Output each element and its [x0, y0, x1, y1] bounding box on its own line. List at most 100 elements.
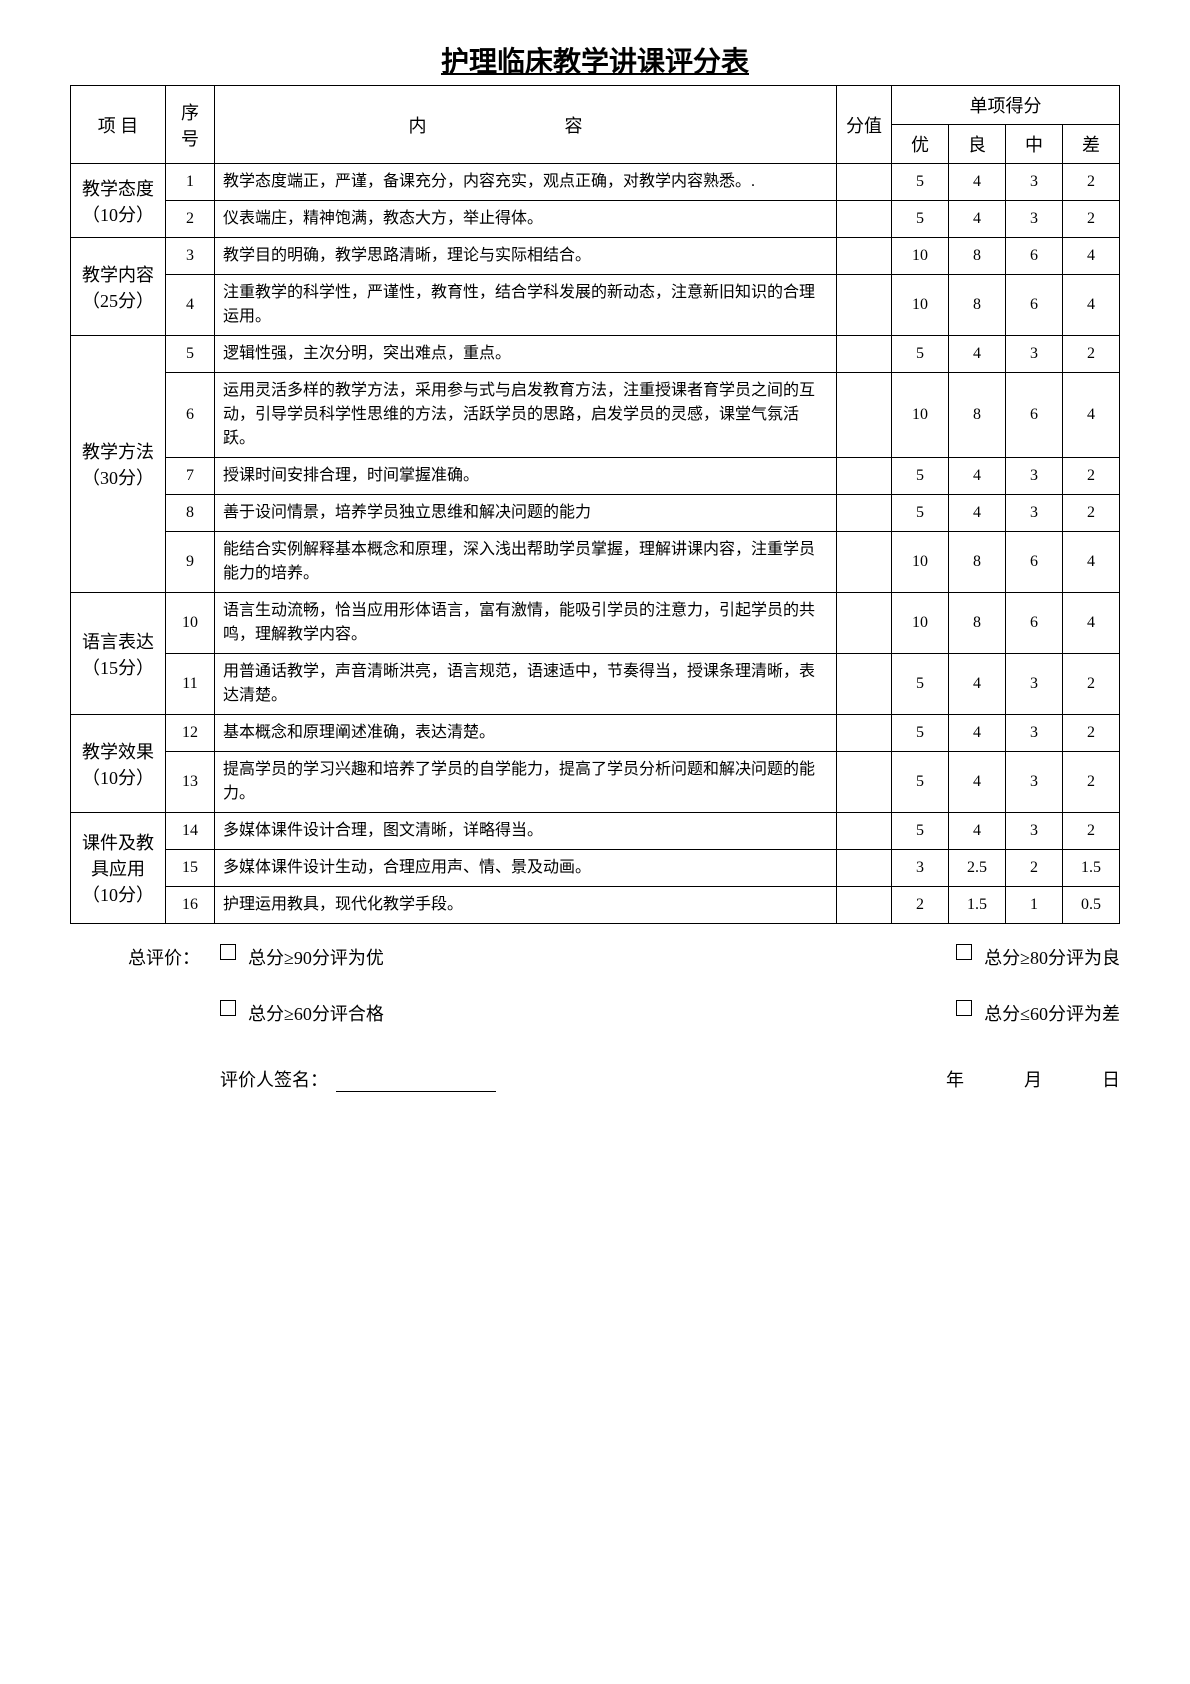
- desc-cell: 多媒体课件设计生动，合理应用声、情、景及动画。: [215, 850, 837, 887]
- sub-score[interactable]: 4: [949, 336, 1006, 373]
- sub-score[interactable]: 4: [1063, 593, 1120, 654]
- sub-score[interactable]: 3: [1006, 201, 1063, 238]
- sub-score[interactable]: 8: [949, 238, 1006, 275]
- sub-score[interactable]: 3: [892, 850, 949, 887]
- sub-score[interactable]: 3: [1006, 654, 1063, 715]
- sub-score[interactable]: 6: [1006, 275, 1063, 336]
- sub-score[interactable]: 10: [892, 275, 949, 336]
- sub-score[interactable]: 2: [1063, 336, 1120, 373]
- sub-score[interactable]: 1.5: [1063, 850, 1120, 887]
- sub-score[interactable]: 2: [1063, 715, 1120, 752]
- table-row: 11 用普通话教学，声音清晰洪亮，语言规范，语速适中，节奏得当，授课条理清晰，表…: [71, 654, 1120, 715]
- sub-score[interactable]: 4: [949, 164, 1006, 201]
- table-row: 16 护理运用教具，现代化教学手段。 2 1.5 1 0.5: [71, 887, 1120, 924]
- checkbox-icon[interactable]: [220, 944, 236, 960]
- sub-score[interactable]: 5: [892, 495, 949, 532]
- sub-score[interactable]: 4: [949, 813, 1006, 850]
- sub-score[interactable]: 3: [1006, 752, 1063, 813]
- sub-score[interactable]: 4: [1063, 373, 1120, 458]
- sub-score[interactable]: 2: [1063, 458, 1120, 495]
- score-cell: [837, 336, 892, 373]
- signature-line[interactable]: [336, 1066, 496, 1092]
- sub-score[interactable]: 2: [1063, 813, 1120, 850]
- sub-score[interactable]: 4: [949, 495, 1006, 532]
- sub-score[interactable]: 3: [1006, 164, 1063, 201]
- sub-score[interactable]: 0.5: [1063, 887, 1120, 924]
- score-cell: [837, 373, 892, 458]
- table-row: 13 提高学员的学习兴趣和培养了学员的自学能力，提高了学员分析问题和解决问题的能…: [71, 752, 1120, 813]
- sub-score[interactable]: 6: [1006, 593, 1063, 654]
- sub-score[interactable]: 5: [892, 336, 949, 373]
- table-row: 9 能结合实例解释基本概念和原理，深入浅出帮助学员掌握，理解讲课内容，注重学员能…: [71, 532, 1120, 593]
- sub-score[interactable]: 10: [892, 238, 949, 275]
- sub-score[interactable]: 4: [1063, 238, 1120, 275]
- sub-score[interactable]: 10: [892, 532, 949, 593]
- score-cell: [837, 654, 892, 715]
- table-row: 8 善于设问情景，培养学员独立思维和解决问题的能力 5 4 3 2: [71, 495, 1120, 532]
- col-category: 项 目: [71, 86, 166, 164]
- page-title: 护理临床教学讲课评分表: [70, 40, 1120, 80]
- sub-score[interactable]: 4: [1063, 275, 1120, 336]
- cat-cell: 教学效果（10分）: [71, 715, 166, 813]
- checkbox-icon[interactable]: [956, 944, 972, 960]
- sub-score[interactable]: 4: [949, 752, 1006, 813]
- seq-cell: 6: [166, 373, 215, 458]
- sub-score[interactable]: 1: [1006, 887, 1063, 924]
- sub-score[interactable]: 5: [892, 813, 949, 850]
- sub-score[interactable]: 10: [892, 593, 949, 654]
- table-row: 课件及教具应用（10分） 14 多媒体课件设计合理，图文清晰，详略得当。 5 4…: [71, 813, 1120, 850]
- sub-score[interactable]: 8: [949, 532, 1006, 593]
- table-row: 教学内容（25分） 3 教学目的明确，教学思路清晰，理论与实际相结合。 10 8…: [71, 238, 1120, 275]
- desc-cell: 能结合实例解释基本概念和原理，深入浅出帮助学员掌握，理解讲课内容，注重学员能力的…: [215, 532, 837, 593]
- sub-score[interactable]: 4: [949, 715, 1006, 752]
- sub-score[interactable]: 5: [892, 752, 949, 813]
- checkbox-icon[interactable]: [956, 1000, 972, 1016]
- sub-score[interactable]: 8: [949, 275, 1006, 336]
- sub-score[interactable]: 3: [1006, 336, 1063, 373]
- checkbox-icon[interactable]: [220, 1000, 236, 1016]
- sub-score[interactable]: 8: [949, 593, 1006, 654]
- seq-cell: 16: [166, 887, 215, 924]
- sub-score[interactable]: 10: [892, 373, 949, 458]
- sub-score[interactable]: 8: [949, 373, 1006, 458]
- desc-cell: 教学态度端正，严谨，备课充分，内容充实，观点正确，对教学内容熟悉。.: [215, 164, 837, 201]
- desc-cell: 逻辑性强，主次分明，突出难点，重点。: [215, 336, 837, 373]
- sub-score[interactable]: 5: [892, 164, 949, 201]
- sub-score[interactable]: 2: [1063, 495, 1120, 532]
- sub-score[interactable]: 4: [949, 654, 1006, 715]
- score-cell: [837, 495, 892, 532]
- sub-score[interactable]: 3: [1006, 813, 1063, 850]
- sub-score[interactable]: 2.5: [949, 850, 1006, 887]
- footer-opt1: 总分≥90分评为优: [248, 944, 384, 970]
- sub-score[interactable]: 5: [892, 715, 949, 752]
- sub-score[interactable]: 5: [892, 654, 949, 715]
- table-row: 教学方法（30分） 5 逻辑性强，主次分明，突出难点，重点。 5 4 3 2: [71, 336, 1120, 373]
- desc-cell: 多媒体课件设计合理，图文清晰，详略得当。: [215, 813, 837, 850]
- sign-label: 评价人签名：: [220, 1066, 328, 1092]
- sub-score[interactable]: 3: [1006, 495, 1063, 532]
- sub-score[interactable]: 5: [892, 458, 949, 495]
- sub-score[interactable]: 4: [949, 201, 1006, 238]
- sub-score[interactable]: 2: [1063, 201, 1120, 238]
- level-cha: 差: [1063, 125, 1120, 164]
- sub-score[interactable]: 3: [1006, 715, 1063, 752]
- sub-score[interactable]: 2: [1063, 752, 1120, 813]
- sub-score[interactable]: 2: [892, 887, 949, 924]
- sub-score[interactable]: 2: [1063, 164, 1120, 201]
- score-cell: [837, 593, 892, 654]
- sub-score[interactable]: 1.5: [949, 887, 1006, 924]
- score-cell: [837, 164, 892, 201]
- sub-score[interactable]: 4: [949, 458, 1006, 495]
- sub-score[interactable]: 3: [1006, 458, 1063, 495]
- sub-score[interactable]: 6: [1006, 238, 1063, 275]
- sub-score[interactable]: 2: [1063, 654, 1120, 715]
- seq-cell: 10: [166, 593, 215, 654]
- sub-score[interactable]: 2: [1006, 850, 1063, 887]
- sub-score[interactable]: 6: [1006, 373, 1063, 458]
- sub-score[interactable]: 6: [1006, 532, 1063, 593]
- sub-score[interactable]: 5: [892, 201, 949, 238]
- col-score: 分值: [837, 86, 892, 164]
- seq-cell: 8: [166, 495, 215, 532]
- sub-score[interactable]: 4: [1063, 532, 1120, 593]
- level-liang: 良: [949, 125, 1006, 164]
